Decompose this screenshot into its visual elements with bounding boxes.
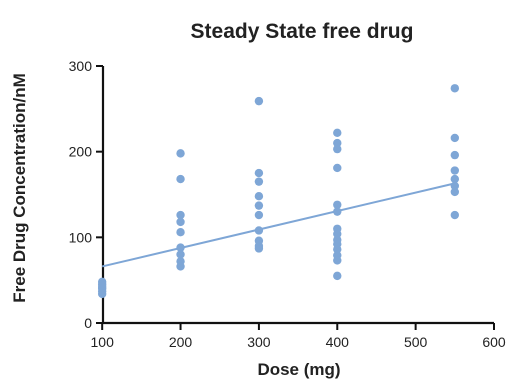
- data-point: [176, 250, 185, 259]
- x-axis-label: Dose (mg): [257, 360, 340, 379]
- data-point: [254, 96, 264, 106]
- data-point: [254, 201, 264, 210]
- data-point: [254, 177, 264, 186]
- data-point: [254, 244, 264, 253]
- y-tick-label: 300: [69, 58, 93, 74]
- data-point: [333, 229, 342, 239]
- x-tick-label: 600: [482, 334, 506, 350]
- data-point: [176, 217, 185, 227]
- data-point: [333, 200, 342, 209]
- chart-title: Steady State free drug: [191, 20, 414, 43]
- data-point: [450, 166, 460, 175]
- x-tick-label: 300: [247, 334, 271, 350]
- y-tick-label: 100: [69, 229, 93, 245]
- y-tick-label: 200: [69, 144, 93, 160]
- data-points: [97, 84, 460, 299]
- data-point: [333, 163, 342, 173]
- data-point: [450, 187, 460, 197]
- data-point: [176, 210, 185, 220]
- y-axis: 0 100 200 300: [69, 58, 105, 331]
- data-point: [450, 210, 460, 220]
- data-point: [450, 84, 460, 93]
- data-point: [450, 133, 460, 143]
- y-axis-label: Free Drug Concentration/nM: [10, 73, 29, 303]
- data-point: [176, 149, 185, 158]
- data-point: [254, 168, 264, 178]
- data-point: [254, 192, 264, 201]
- x-tick-label: 100: [91, 334, 115, 350]
- data-point: [176, 174, 185, 184]
- data-point: [97, 289, 107, 299]
- data-point: [176, 262, 185, 271]
- x-tick-label: 400: [326, 334, 350, 350]
- data-point: [333, 138, 342, 148]
- y-tick-label: 0: [84, 315, 92, 331]
- x-axis: 100 200 300 400 500 600: [91, 321, 506, 350]
- data-point: [333, 144, 342, 154]
- data-point: [333, 256, 342, 265]
- data-point: [333, 128, 342, 138]
- trend-line: [101, 182, 456, 268]
- data-point: [176, 227, 185, 237]
- data-point: [450, 174, 460, 184]
- x-tick-label: 200: [169, 334, 193, 350]
- data-point: [450, 150, 460, 160]
- data-point: [333, 271, 342, 281]
- data-point: [254, 210, 264, 220]
- x-tick-label: 500: [404, 334, 428, 350]
- data-point: [333, 245, 342, 254]
